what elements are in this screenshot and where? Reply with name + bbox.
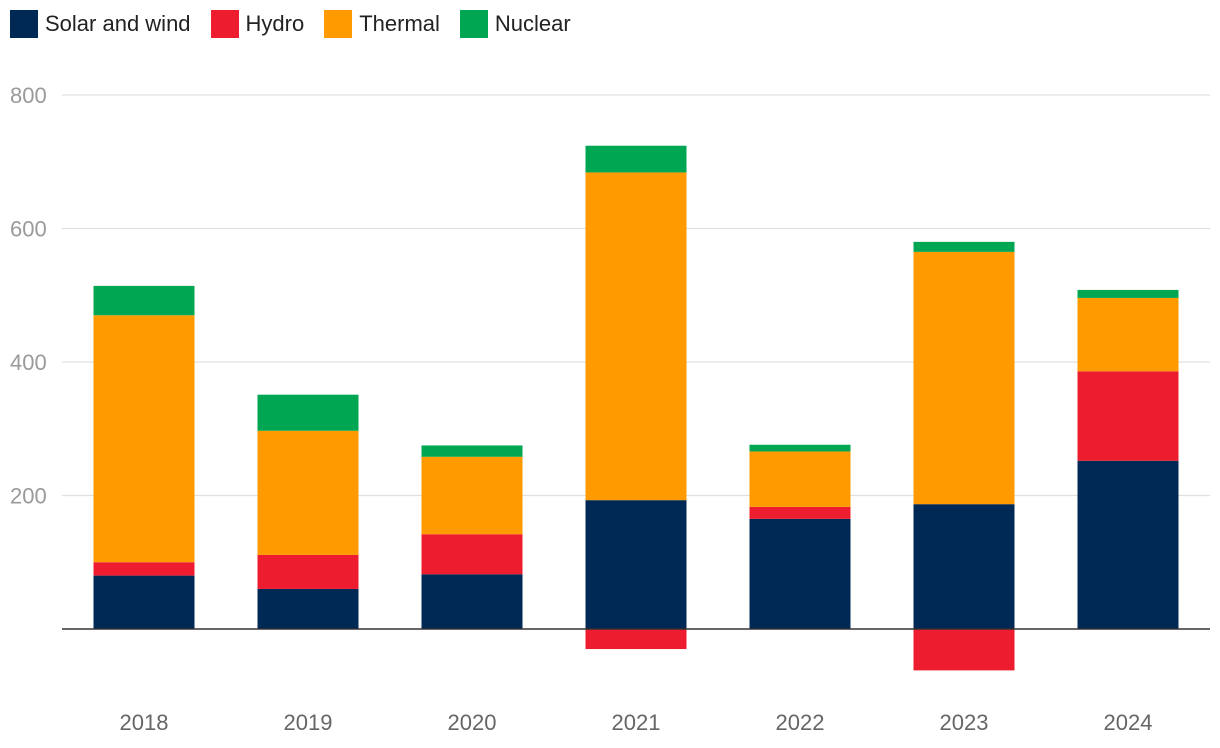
bar-thermal-2020[interactable] — [421, 456, 523, 535]
legend-item-hydro[interactable]: Hydro — [210, 10, 305, 38]
y-tick-label-400: 400 — [10, 350, 47, 375]
bar-solar-and-wind-2018[interactable] — [93, 575, 195, 629]
legend-label-solar-and-wind: Solar and wind — [45, 11, 191, 36]
legend-swatch-solar-and-wind — [10, 10, 38, 38]
bar-solar-and-wind-2021[interactable] — [585, 500, 687, 629]
bar-solar-and-wind-2023[interactable] — [913, 504, 1015, 629]
legend-swatch-thermal — [324, 10, 353, 38]
legend-label-hydro: Hydro — [245, 11, 305, 36]
bar-hydro-2020[interactable] — [421, 534, 523, 575]
legend-label-thermal: Thermal — [359, 11, 440, 36]
bar-nuclear-2019[interactable] — [257, 394, 359, 431]
x-tick-label-2020: 2020 — [448, 710, 497, 735]
bar-thermal-2021[interactable] — [585, 172, 687, 501]
bar-nuclear-2021[interactable] — [585, 145, 687, 173]
x-tick-label-2019: 2019 — [284, 710, 333, 735]
bar-thermal-2024[interactable] — [1077, 297, 1179, 372]
legend-item-nuclear[interactable]: Nuclear — [459, 10, 571, 38]
bar-hydro-2022[interactable] — [749, 506, 851, 519]
legend: Solar and wind Hydro Thermal Nuclear — [10, 10, 591, 38]
bar-solar-and-wind-2020[interactable] — [421, 574, 523, 629]
bar-hydro-2024[interactable] — [1077, 371, 1179, 461]
bar-thermal-2023[interactable] — [913, 251, 1015, 505]
x-tick-label-2018: 2018 — [120, 710, 169, 735]
legend-swatch-hydro — [210, 10, 239, 38]
bar-thermal-2019[interactable] — [257, 430, 359, 555]
bar-thermal-2018[interactable] — [93, 315, 195, 563]
y-tick-label-800: 800 — [10, 83, 47, 108]
bar-nuclear-2024[interactable] — [1077, 289, 1179, 298]
bar-solar-and-wind-2019[interactable] — [257, 588, 359, 629]
y-tick-label-200: 200 — [10, 484, 47, 509]
bar-hydro-2019[interactable] — [257, 554, 359, 589]
bar-solar-and-wind-2022[interactable] — [749, 518, 851, 629]
x-tick-label-2021: 2021 — [612, 710, 661, 735]
bar-hydro-2023[interactable] — [913, 629, 1015, 671]
y-tick-label-600: 600 — [10, 217, 47, 242]
bar-nuclear-2018[interactable] — [93, 285, 195, 316]
bar-hydro-2018[interactable] — [93, 562, 195, 576]
x-tick-label-2022: 2022 — [776, 710, 825, 735]
x-tick-label-2024: 2024 — [1104, 710, 1153, 735]
bar-nuclear-2020[interactable] — [421, 445, 523, 457]
legend-label-nuclear: Nuclear — [494, 11, 571, 36]
bar-thermal-2022[interactable] — [749, 451, 851, 507]
legend-item-solar-and-wind[interactable]: Solar and wind — [10, 10, 191, 38]
x-tick-label-2023: 2023 — [940, 710, 989, 735]
bar-nuclear-2023[interactable] — [913, 241, 1015, 252]
bar-solar-and-wind-2024[interactable] — [1077, 460, 1179, 629]
legend-item-thermal[interactable]: Thermal — [324, 10, 440, 38]
bar-nuclear-2022[interactable] — [749, 444, 851, 452]
bar-hydro-2021[interactable] — [585, 629, 687, 650]
legend-swatch-nuclear — [459, 10, 488, 38]
